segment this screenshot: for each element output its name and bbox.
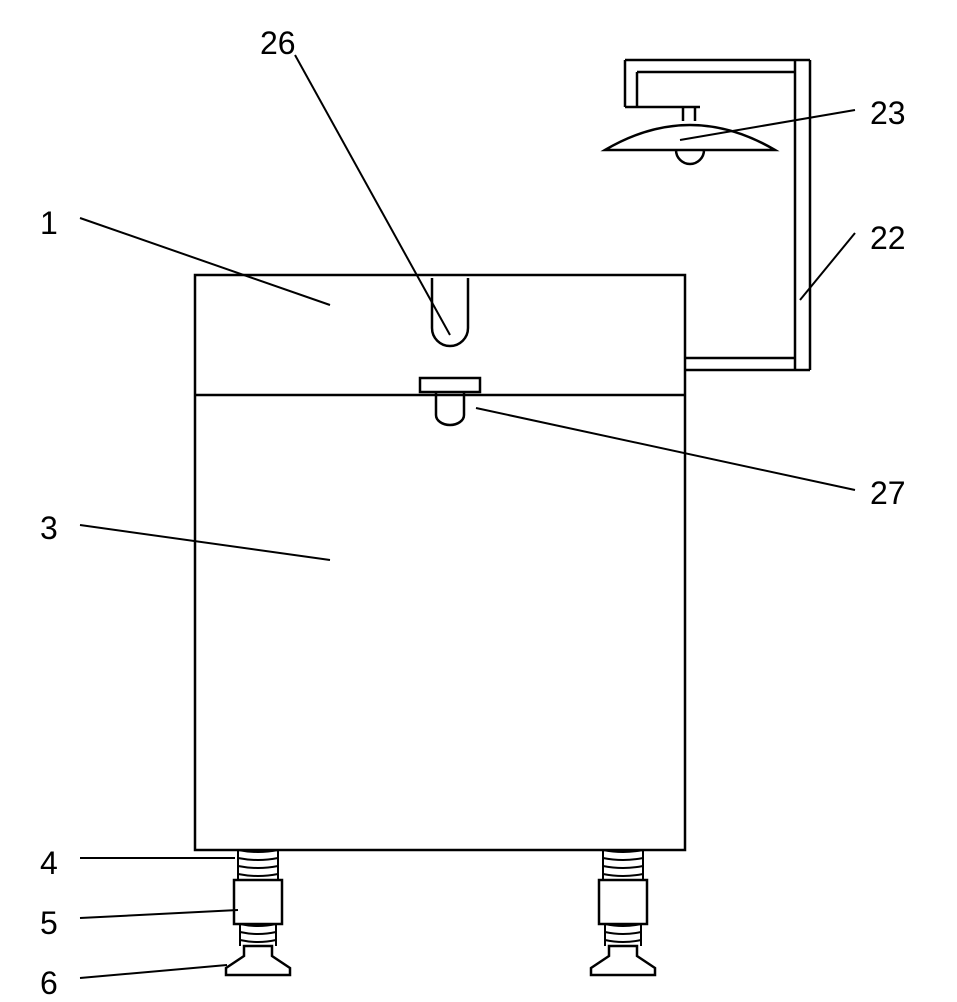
label-27: 27 (870, 475, 906, 512)
foot-left (226, 850, 290, 975)
label-6: 6 (40, 965, 58, 1002)
label-23: 23 (870, 95, 906, 132)
label-22: 22 (870, 220, 906, 257)
technical-diagram (0, 0, 957, 1000)
cabinet-body (195, 275, 685, 850)
label-3: 3 (40, 510, 58, 547)
latch-27 (420, 378, 480, 425)
label-26: 26 (260, 25, 296, 62)
label-1: 1 (40, 205, 58, 242)
label-5: 5 (40, 905, 58, 942)
foot-right (591, 850, 655, 975)
label-4: 4 (40, 845, 58, 882)
lamp-23 (605, 60, 775, 164)
